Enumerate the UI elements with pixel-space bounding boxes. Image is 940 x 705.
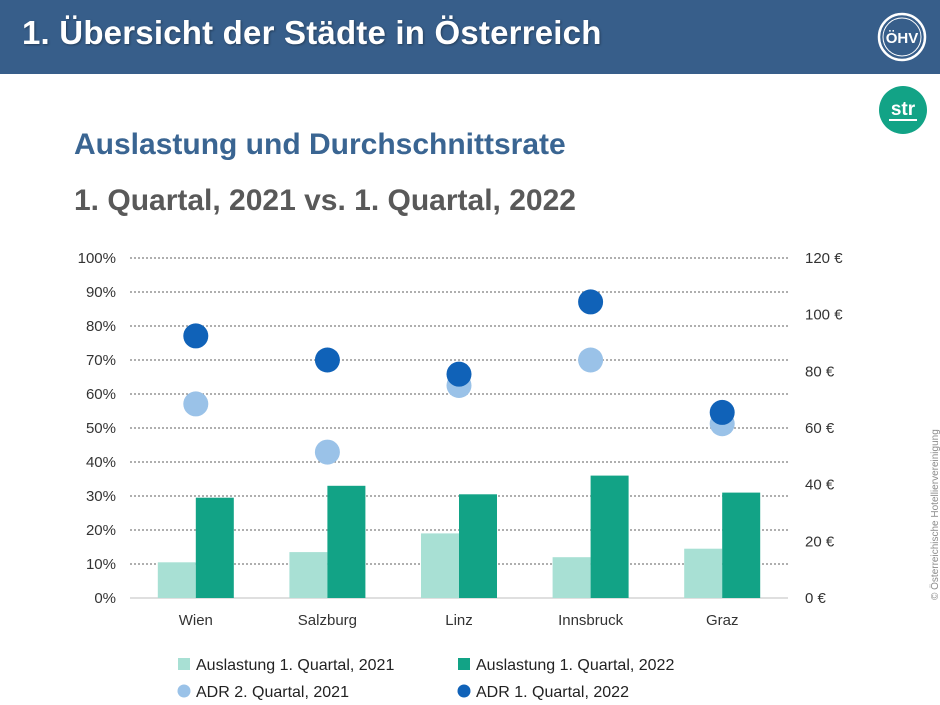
chart-subtitle: Auslastung und Durchschnittsrate [74, 128, 566, 161]
adr-point [578, 347, 604, 373]
x-tick-label: Wien [179, 612, 213, 629]
legend-marker [457, 684, 471, 698]
x-tick-label: Salzburg [298, 612, 357, 629]
adr-point [446, 361, 472, 387]
y-left-tick-label: 70% [86, 352, 116, 369]
y-right-tick-label: 40 € [805, 477, 835, 494]
legend-label: Auslastung 1. Quartal, 2022 [476, 657, 674, 674]
legend-label: Auslastung 1. Quartal, 2021 [196, 657, 394, 674]
y-right-tick-label: 0 € [805, 590, 827, 607]
y-right-tick-label: 60 € [805, 420, 835, 437]
y-right-tick-label: 20 € [805, 533, 835, 550]
chart-period: 1. Quartal, 2021 vs. 1. Quartal, 2022 [74, 184, 576, 217]
x-tick-label: Graz [706, 612, 739, 629]
svg-text:ÖHV: ÖHV [886, 30, 919, 47]
ohv-logo: ÖHV [877, 12, 927, 62]
bar [684, 548, 723, 598]
y-right-tick-label: 120 € [805, 250, 843, 267]
y-right-tick-label: 80 € [805, 363, 835, 380]
y-left-tick-label: 90% [86, 284, 116, 301]
adr-point [183, 391, 209, 417]
svg-text:str: str [891, 99, 916, 120]
legend-swatch [458, 658, 470, 670]
bar [590, 475, 629, 598]
y-right-tick-label: 100 € [805, 307, 843, 324]
x-tick-label: Innsbruck [558, 612, 624, 629]
adr-point [314, 439, 340, 465]
page-title: 1. Übersicht der Städte in Österreich [22, 14, 602, 51]
y-left-tick-label: 80% [86, 318, 116, 335]
legend-marker [177, 684, 191, 698]
bar [327, 485, 366, 598]
legend-label: ADR 2. Quartal, 2021 [196, 684, 349, 701]
str-logo: str [879, 86, 927, 134]
bar [722, 492, 761, 598]
bar [552, 557, 591, 598]
y-left-tick-label: 100% [78, 250, 116, 267]
bar [459, 494, 497, 598]
y-left-tick-label: 60% [86, 386, 116, 403]
x-tick-label: Linz [445, 612, 473, 629]
y-left-tick-label: 30% [86, 488, 116, 505]
adr-point [183, 323, 209, 349]
y-left-tick-label: 40% [86, 454, 116, 471]
adr-point [709, 399, 735, 425]
bar [157, 562, 196, 598]
y-left-tick-label: 20% [86, 522, 116, 539]
y-left-tick-label: 10% [86, 556, 116, 573]
header-bar: 1. Übersicht der Städte in Österreich [0, 0, 940, 74]
bar [289, 552, 328, 598]
bar [421, 533, 459, 598]
y-left-tick-label: 0% [94, 590, 116, 607]
bar [195, 497, 234, 598]
y-left-tick-label: 50% [86, 420, 116, 437]
legend-label: ADR 1. Quartal, 2022 [476, 684, 629, 701]
legend-swatch [178, 658, 190, 670]
adr-point [578, 289, 604, 315]
adr-point [314, 347, 340, 373]
